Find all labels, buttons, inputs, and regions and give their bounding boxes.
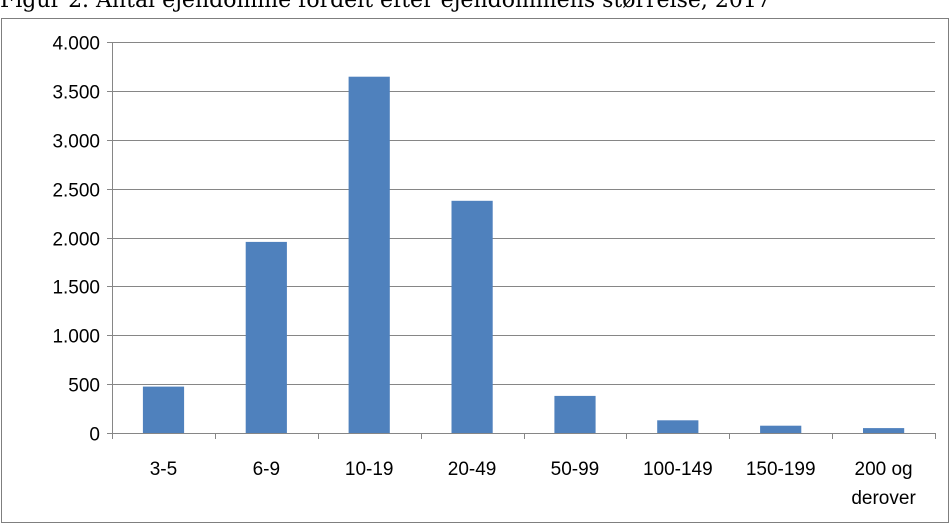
bar — [451, 200, 493, 433]
y-tick-label: 2.500 — [52, 181, 100, 202]
x-tick-label: 20-49 — [448, 459, 497, 480]
bar — [245, 241, 287, 433]
bar — [142, 386, 185, 433]
y-tick-label: 4.000 — [52, 34, 100, 55]
bar — [760, 425, 802, 433]
x-tick-label: 150-199 — [746, 459, 816, 480]
y-tick-label: 3.500 — [52, 83, 100, 104]
x-tick-label: 6-9 — [253, 459, 280, 480]
x-tick-label: 50-99 — [551, 459, 600, 480]
y-tick-labels: 0 500 1.000 1.500 2.000 2.500 3.000 3.500 4.000 — [52, 34, 100, 446]
y-tick-label: 0 — [89, 425, 100, 446]
y-tick-label: 3.000 — [52, 132, 100, 153]
axes — [107, 42, 936, 439]
y-tick-label: 1.500 — [52, 278, 100, 299]
y-tick-label: 500 — [68, 376, 100, 397]
x-tick-label: 10-19 — [345, 459, 394, 480]
chart-title: Figur 2. Antal ejendomme fordelt efter e… — [0, 0, 771, 13]
gridlines — [112, 42, 935, 385]
bar — [348, 76, 390, 433]
bar — [863, 428, 905, 433]
bars — [142, 76, 905, 433]
bar — [554, 395, 596, 433]
x-tick-labels: 3-5 6-9 10-19 20-49 50-99 100-149 150-199 200 o… — [150, 459, 917, 509]
x-tick-label: 200 og derover — [851, 459, 916, 509]
y-tick-label: 1.000 — [52, 327, 100, 348]
x-tick-label: 100-149 — [643, 459, 713, 480]
y-tick-label: 2.000 — [52, 230, 100, 251]
x-tick-label: 3-5 — [150, 459, 177, 480]
bar — [657, 420, 699, 433]
